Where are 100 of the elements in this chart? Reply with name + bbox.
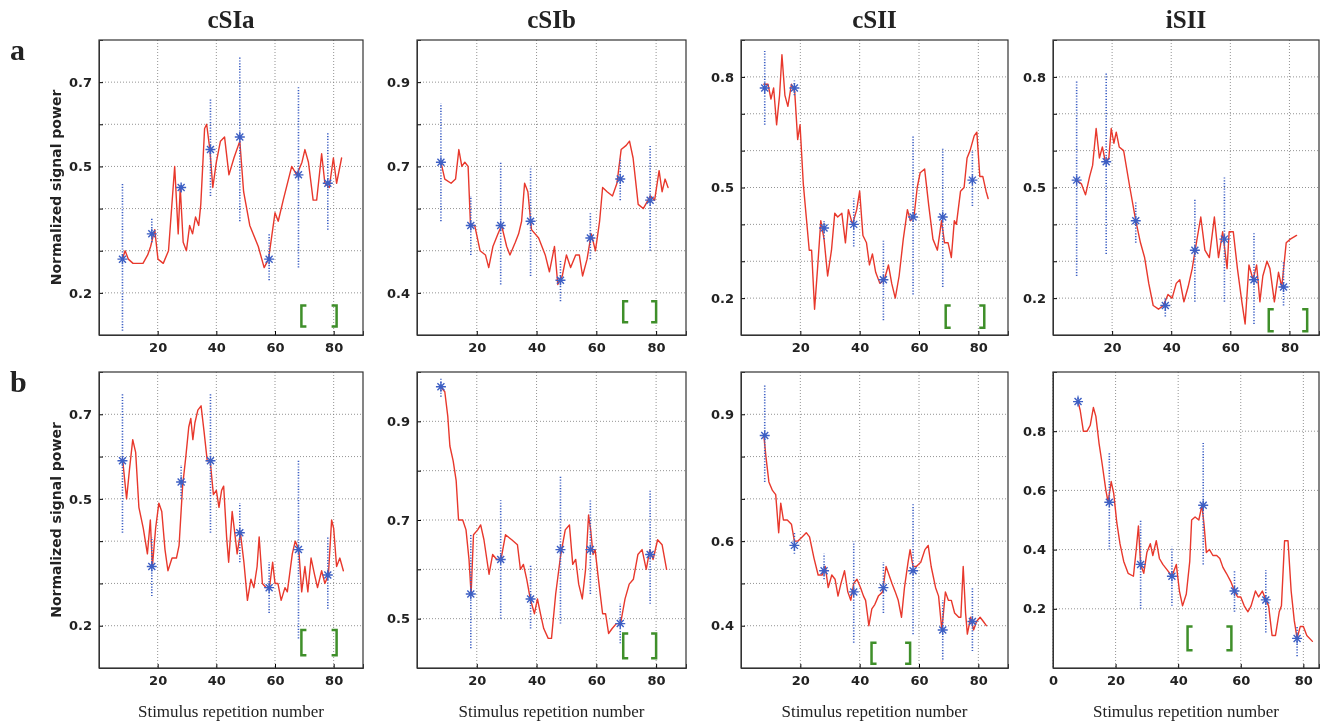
x-tick-label: 40 <box>207 673 226 689</box>
x-tick-label: 80 <box>647 673 666 689</box>
point <box>584 543 597 556</box>
point <box>644 194 656 206</box>
point <box>435 156 447 168</box>
x-tick-label: 20 <box>468 340 487 356</box>
point <box>175 476 187 488</box>
point <box>234 131 246 143</box>
y-tick-label: 0.5 <box>710 180 734 196</box>
point <box>322 569 334 581</box>
x-tick-label: 80 <box>1280 340 1299 356</box>
x-tick-label: 20 <box>468 673 487 689</box>
point <box>907 565 919 577</box>
y-tick-label: 0.2 <box>68 285 92 301</box>
point <box>1134 558 1147 571</box>
x-axis-title: Stimulus repetition number <box>1092 702 1280 721</box>
point <box>644 548 656 561</box>
point <box>1277 281 1290 293</box>
x-tick-label: 60 <box>1221 340 1240 356</box>
point <box>1166 570 1178 582</box>
x-tick-label: 80 <box>325 340 344 356</box>
chart-title: cSIa <box>207 6 256 33</box>
text: a <box>10 33 25 66</box>
point <box>524 593 537 605</box>
point <box>524 215 537 227</box>
point <box>116 253 129 265</box>
point <box>1248 273 1260 286</box>
point <box>1070 174 1083 186</box>
y-tick-label: 0.9 <box>386 413 410 429</box>
point <box>292 169 305 181</box>
point <box>1103 496 1116 508</box>
line-series <box>122 405 345 602</box>
point <box>1159 299 1172 312</box>
x-axis-title: Stimulus repetition number <box>137 702 325 721</box>
text: b <box>10 365 27 398</box>
point <box>818 222 830 234</box>
x-tick-label: 20 <box>791 673 810 689</box>
y-tick-label: 0.7 <box>386 159 410 175</box>
point <box>1130 214 1142 227</box>
y-tick-label: 0.6 <box>1022 483 1046 499</box>
x-tick-label: 60 <box>910 673 929 689</box>
point <box>1072 395 1084 408</box>
y-tick-label: 0.7 <box>386 512 410 528</box>
y-tick-label: 0.4 <box>1022 542 1046 558</box>
x-tick-label: 40 <box>1169 673 1188 689</box>
chart-title: cSIb <box>527 6 576 33</box>
point <box>292 543 305 556</box>
y-tick-label: 0.6 <box>710 533 734 549</box>
point <box>494 219 507 232</box>
point <box>116 455 129 467</box>
x-tick-label: 60 <box>266 340 285 356</box>
point <box>322 177 334 189</box>
y-tick-label: 0.2 <box>710 290 734 306</box>
x-tick-label: 0 <box>1048 673 1059 689</box>
point <box>966 615 979 628</box>
point <box>146 228 158 240</box>
point <box>614 617 626 630</box>
y-tick-label: 0.2 <box>1022 601 1046 617</box>
point <box>1197 499 1209 511</box>
y-tick-label: 0.2 <box>68 618 92 634</box>
y-tick-label: 0.8 <box>710 69 734 85</box>
x-tick-label: 20 <box>1107 673 1126 689</box>
point <box>1218 233 1231 245</box>
point <box>204 455 217 467</box>
x-tick-label: 40 <box>528 673 547 689</box>
x-tick-label: 40 <box>528 340 547 356</box>
point <box>788 82 801 94</box>
y-tick-label: 0.4 <box>710 618 734 634</box>
y-tick-label: 0.9 <box>386 74 410 90</box>
line-series <box>440 140 669 286</box>
point <box>1189 244 1201 256</box>
point <box>1291 632 1303 645</box>
point <box>584 232 597 244</box>
point <box>848 586 860 598</box>
line-series <box>121 123 343 269</box>
y-tick-label: 0.8 <box>1022 69 1046 85</box>
point <box>435 381 447 393</box>
point <box>818 565 830 577</box>
y-tick-label: 0.5 <box>68 159 92 175</box>
x-tick-label: 20 <box>149 340 168 356</box>
x-tick-label: 60 <box>587 340 606 356</box>
point <box>877 581 890 594</box>
x-tick-label: 60 <box>266 673 285 689</box>
x-tick-label: 40 <box>207 340 226 356</box>
x-axis-title: Stimulus repetition number <box>458 702 645 721</box>
point <box>554 543 567 556</box>
point <box>465 219 477 232</box>
point <box>204 143 217 156</box>
point <box>759 429 771 442</box>
point <box>263 581 275 594</box>
y-tick-label: 0.5 <box>1022 180 1046 196</box>
point <box>175 181 187 194</box>
point <box>1100 155 1112 168</box>
y-tick-label: 0.2 <box>1022 290 1046 306</box>
x-tick-label: 80 <box>325 673 344 689</box>
point <box>848 218 860 231</box>
y-tick-label: 0.4 <box>386 285 410 301</box>
point <box>907 211 919 223</box>
x-tick-label: 60 <box>1232 673 1251 689</box>
x-tick-label: 80 <box>969 340 988 356</box>
